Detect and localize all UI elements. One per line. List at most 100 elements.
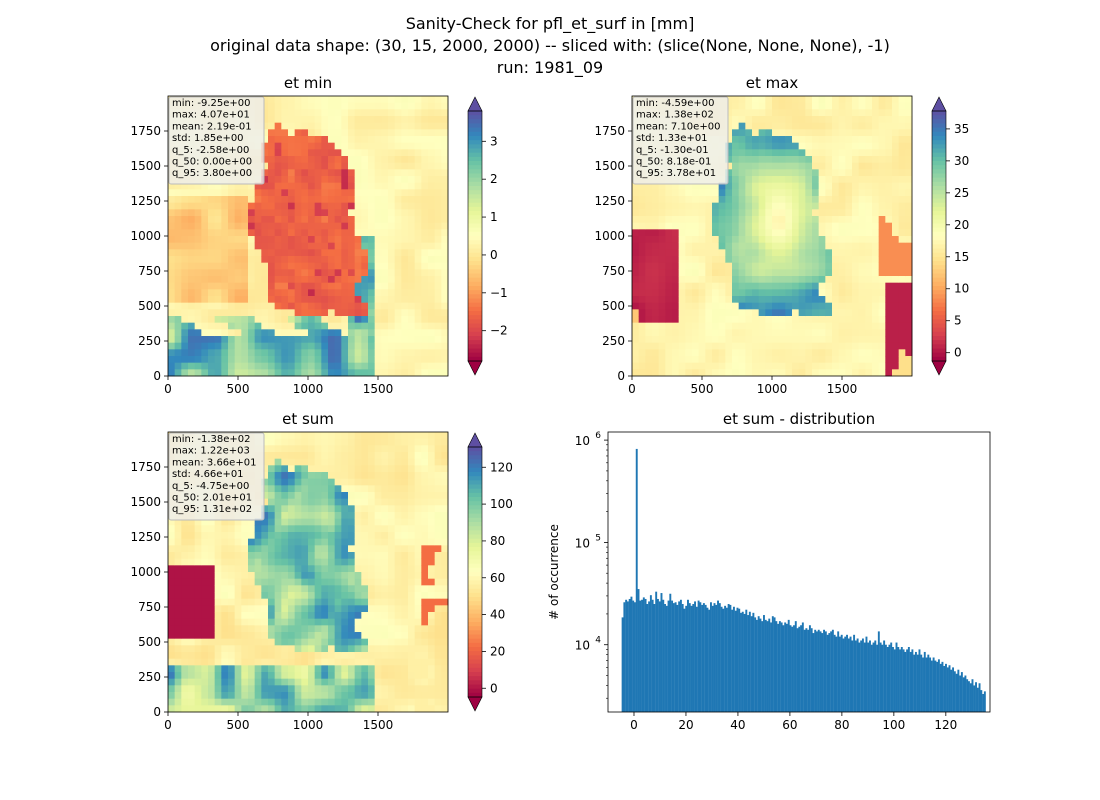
heatmap-cell [765, 169, 773, 177]
heatmap-cell [261, 142, 269, 150]
heatmap-cell [858, 142, 866, 150]
heatmap-cell [321, 705, 329, 713]
heatmap-cell [852, 196, 860, 204]
heatmap-cell [288, 229, 296, 237]
heatmap-cell [805, 136, 813, 144]
heatmap-cell [348, 369, 356, 377]
heatmap-cell [738, 142, 746, 150]
heatmap-cell [214, 698, 222, 706]
heatmap-cell [294, 322, 302, 330]
heatmap-cell [812, 142, 820, 150]
heatmap-cell [394, 262, 402, 270]
heatmap-cell [838, 236, 846, 244]
heatmap-cell [221, 229, 229, 237]
heatmap-cell [181, 296, 189, 304]
heatmap-cell [348, 162, 356, 170]
heatmap-cell [745, 302, 753, 310]
heatmap-cell [328, 698, 336, 706]
heatmap-cell [261, 176, 269, 184]
heatmap-cell [792, 189, 800, 197]
heatmap-cell [301, 692, 309, 700]
heatmap-cell [401, 322, 409, 330]
heatmap-cell [248, 309, 256, 317]
heatmap-cell [308, 545, 316, 553]
heatmap-cell [758, 236, 766, 244]
heatmap-cell [838, 136, 846, 144]
heatmap-cell [354, 102, 362, 110]
heatmap-cell [752, 322, 760, 330]
heatmap-cell [805, 109, 813, 117]
heatmap-cell [201, 289, 209, 297]
heatmap-cell [281, 645, 289, 653]
heatmap-cell [281, 142, 289, 150]
heatmap-cell [361, 222, 369, 230]
heatmap-cell [288, 458, 296, 466]
heatmap-cell [898, 156, 906, 164]
heatmap-cell [328, 492, 336, 500]
heatmap-cell [268, 498, 276, 506]
heatmap-cell [261, 605, 269, 613]
heatmap-cell [698, 242, 706, 250]
heatmap-cell [274, 342, 282, 350]
heatmap-cell [294, 329, 302, 337]
heatmap-cell [268, 492, 276, 500]
heatmap-cell [261, 665, 269, 673]
heatmap-cell [228, 249, 236, 257]
heatmap-cell [698, 209, 706, 217]
heatmap-cell [672, 356, 680, 364]
heatmap-cell [241, 256, 249, 264]
heatmap-cell [261, 558, 269, 566]
heatmap-cell [301, 658, 309, 666]
heatmap-cell [261, 276, 269, 284]
heatmap-cell [208, 692, 216, 700]
heatmap-cell [314, 329, 322, 337]
heatmap-cell [725, 189, 733, 197]
heatmap-cell [765, 229, 773, 237]
heatmap-cell [885, 96, 893, 104]
heatmap-cell [825, 156, 833, 164]
heatmap-cell [314, 618, 322, 626]
heatmap-cell [872, 136, 880, 144]
heatmap-cell [645, 222, 653, 230]
heatmap-cell [421, 369, 429, 377]
heatmap-cell [361, 189, 369, 197]
heatmap-cell [421, 149, 429, 157]
heatmap-cell [234, 356, 242, 364]
heatmap-cell [414, 209, 422, 217]
heatmap-cell [394, 156, 402, 164]
heatmap-cell [414, 322, 422, 330]
heatmap-cell [261, 658, 269, 666]
heatmap-cell [294, 565, 302, 573]
heatmap-cell [865, 129, 873, 137]
heatmap-cell [778, 276, 786, 284]
heatmap-cell [221, 322, 229, 330]
heatmap-cell [308, 472, 316, 480]
heatmap-cell [885, 289, 893, 297]
heatmap-cell [885, 256, 893, 264]
heatmap-cell [321, 665, 329, 673]
heatmap-cell [421, 262, 429, 270]
heatmap-cell [825, 242, 833, 250]
heatmap-cell [845, 296, 853, 304]
heatmap-cell [705, 349, 713, 357]
heatmap-cell [214, 296, 222, 304]
heatmap-cell [441, 156, 449, 164]
heatmap-cell [785, 116, 793, 124]
heatmap-cell [638, 302, 646, 310]
colorbar-segment [468, 231, 482, 237]
heatmap-cell [718, 289, 726, 297]
heatmap-cell [294, 136, 302, 144]
heatmap-cell [401, 176, 409, 184]
heatmap-cell [401, 96, 409, 104]
heatmap-cell [168, 242, 176, 250]
heatmap-cell [792, 262, 800, 270]
heatmap-cell [772, 116, 780, 124]
heatmap-cell [698, 349, 706, 357]
heatmap-cell [652, 349, 660, 357]
heatmap-cell [785, 109, 793, 117]
heatmap-cell [832, 262, 840, 270]
heatmap-cell [308, 122, 316, 130]
heatmap-cell [401, 182, 409, 190]
heatmap-cell [188, 552, 196, 560]
heatmap-cell [414, 189, 422, 197]
